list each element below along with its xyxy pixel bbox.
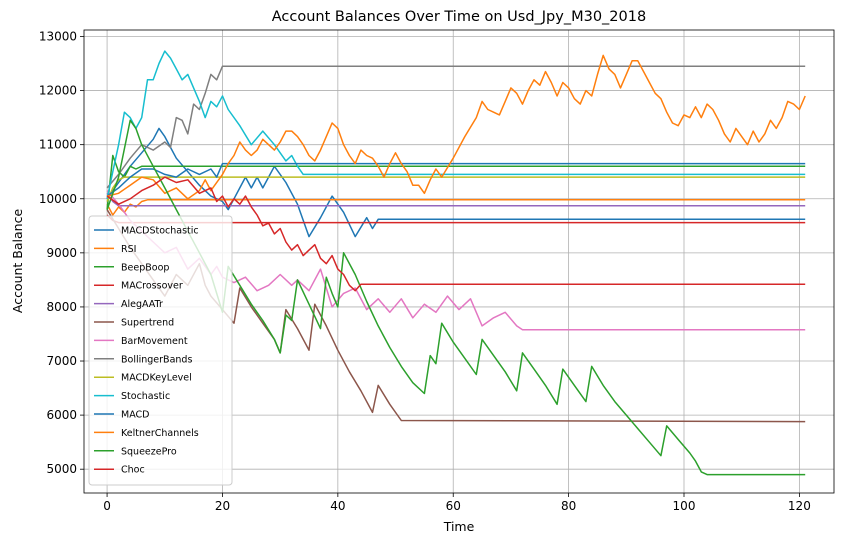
- y-tick-label: 8000: [46, 300, 77, 314]
- x-tick-label: 80: [561, 499, 576, 513]
- legend-label: SqueezePro: [121, 446, 177, 457]
- legend-label: MACD: [121, 410, 149, 421]
- series-line-Choc: [106, 176, 806, 292]
- legend-label: RSI: [121, 244, 136, 255]
- y-tick-label: 10000: [39, 192, 77, 206]
- series-line-KeltnerChannels: [106, 54, 806, 200]
- legend-label: MACrossover: [121, 281, 183, 292]
- y-tick-label: 11000: [39, 138, 77, 152]
- y-tick-label: 9000: [46, 246, 77, 260]
- x-tick-label: 20: [215, 499, 230, 513]
- series-line-MACDKeyLevel: [106, 176, 806, 202]
- axis-ticks: 0 20 40 60 80 100 120 5000 6000 7000 8000 9000 10000…: [39, 29, 811, 513]
- legend-label: MACDStochastic: [121, 226, 199, 237]
- legend-label: KeltnerChannels: [121, 428, 199, 439]
- x-tick-label: 60: [446, 499, 461, 513]
- series-line-BeepBoop: [106, 154, 806, 210]
- legend-label: Supertrend: [121, 318, 174, 329]
- legend-label: BeepBoop: [121, 262, 169, 273]
- x-tick-label: 0: [103, 499, 111, 513]
- series-line-BollingerBands: [106, 65, 806, 189]
- legend-label: Stochastic: [121, 391, 170, 402]
- y-tick-label: 7000: [46, 354, 77, 368]
- x-tick-label: 120: [788, 499, 811, 513]
- x-tick-label: 100: [673, 499, 696, 513]
- series-line-RSI: [106, 199, 806, 216]
- y-tick-label: 12000: [39, 84, 77, 98]
- series-line-MACD: [106, 162, 806, 197]
- chart-title: Account Balances Over Time on Usd_Jpy_M3…: [272, 9, 646, 25]
- legend-box: [88, 215, 233, 486]
- legend-label: BarMovement: [121, 336, 188, 347]
- y-tick-label: 13000: [39, 29, 77, 43]
- x-axis-label: Time: [443, 519, 475, 534]
- series-lines: [106, 50, 806, 476]
- legend: MACDStochasticRSIBeepBoopMACrossoverAleg…: [88, 215, 233, 486]
- y-tick-label: 6000: [46, 408, 77, 422]
- legend-label: Choc: [121, 465, 145, 476]
- y-axis-label: Account Balance: [10, 209, 25, 314]
- legend-label: BollingerBands: [121, 354, 192, 365]
- legend-label: MACDKeyLevel: [121, 373, 192, 384]
- legend-label: AlegAATr: [121, 299, 163, 310]
- plot-frame: [83, 29, 835, 494]
- x-tick-label: 40: [330, 499, 345, 513]
- y-tick-label: 5000: [46, 462, 77, 476]
